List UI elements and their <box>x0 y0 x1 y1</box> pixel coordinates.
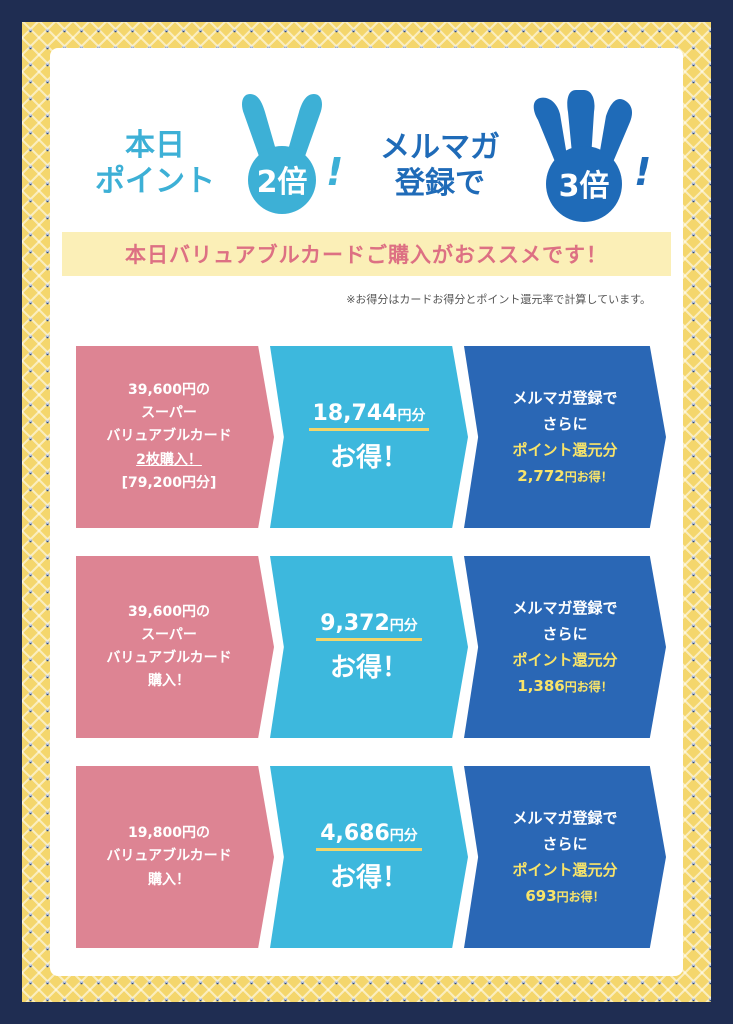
savings-card: 9,372円分 お得！ <box>270 556 468 738</box>
product-name: バリュアブルカード <box>106 848 232 865</box>
product-grade: スーパー <box>141 626 197 643</box>
peace-hand-icon: 2倍 <box>242 94 322 214</box>
bonus-points-label: ポイント還元分 <box>512 861 618 879</box>
bonus-points-label: ポイント還元分 <box>512 441 618 459</box>
newsletter-bonus-card: メルマガ登録で さらに ポイント還元分 693円お得！ <box>464 766 666 948</box>
product-price: 19,800円の <box>127 825 211 842</box>
product-grade: スーパー <box>141 405 197 422</box>
savings-card: 4,686円分 お得！ <box>270 766 468 948</box>
bonus-additional: さらに <box>542 414 588 433</box>
headline-points: ポイント <box>95 164 215 199</box>
bonus-condition: メルマガ登録で <box>512 808 618 827</box>
product-total: [79,200円分] <box>121 474 217 491</box>
savings-label: お得！ <box>329 862 408 893</box>
bonus-amount: 693円お得！ <box>525 887 605 906</box>
bonus-amount: 1,386円お得！ <box>517 677 613 696</box>
newsletter-bonus-card: メルマガ登録で さらに ポイント還元分 1,386円お得！ <box>464 556 666 738</box>
savings-amount: 9,372円分 <box>316 610 422 641</box>
product-price: 39,600円の <box>127 603 211 620</box>
three-fingers-hand-icon: 3倍 <box>533 90 632 222</box>
bonus-points-label: ポイント還元分 <box>512 651 618 669</box>
offer-row: 39,600円の スーパー バリュアブルカード 2枚購入！ [79,200円分]… <box>76 346 666 528</box>
product-name: バリュアブルカード <box>106 428 232 445</box>
bonus-condition: メルマガ登録で <box>512 388 618 407</box>
right-badge-text: 3倍 <box>559 169 610 204</box>
points-headline: 本日 ポイント <box>70 128 240 200</box>
savings-card: 18,744円分 お得！ <box>270 346 468 528</box>
product-name: バリュアブルカード <box>106 650 232 666</box>
product-quantity: 購入！ <box>148 673 190 690</box>
bonus-amount: 2,772円お得！ <box>517 467 613 486</box>
savings-amount: 4,686円分 <box>316 820 422 851</box>
recommend-banner-text: 本日バリュアブルカードご購入がおススメです！ <box>125 243 608 267</box>
left-exclaim: ! <box>326 150 344 194</box>
right-exclaim: ! <box>634 150 652 194</box>
product-card: 39,600円の スーパー バリュアブルカード 2枚購入！ [79,200円分] <box>76 346 274 528</box>
recommend-banner: 本日バリュアブルカードご購入がおススメです！ <box>62 232 671 276</box>
savings-label: お得！ <box>329 442 408 473</box>
left-badge-text: 2倍 <box>257 165 308 200</box>
headline-newsletter: メルマガ <box>380 130 500 165</box>
product-card: 19,800円の バリュアブルカード 購入！ <box>76 766 274 948</box>
product-quantity: 購入！ <box>148 871 190 888</box>
product-card: 39,600円の スーパー バリュアブルカード 購入！ <box>76 556 274 738</box>
headline-register: 登録で <box>395 166 485 201</box>
bonus-additional: さらに <box>542 834 588 853</box>
savings-label: お得！ <box>329 652 408 683</box>
newsletter-bonus-card: メルマガ登録で さらに ポイント還元分 2,772円お得！ <box>464 346 666 528</box>
calculation-note: ※お得分はカードお得分とポイント還元率で計算しています。 <box>346 293 651 306</box>
offer-row: 39,600円の スーパー バリュアブルカード 購入！ 9,372円分 お得！ … <box>76 556 666 738</box>
product-price: 39,600円の <box>127 382 211 399</box>
headline-today: 本日 <box>125 128 185 163</box>
bonus-condition: メルマガ登録で <box>512 598 618 617</box>
newsletter-headline: メルマガ 登録で <box>352 130 528 202</box>
bonus-additional: さらに <box>542 624 588 643</box>
product-quantity: 2枚購入！ <box>136 451 202 468</box>
savings-amount: 18,744円分 <box>308 400 430 431</box>
offer-row: 19,800円の バリュアブルカード 購入！ 4,686円分 お得！ メルマガ登… <box>76 766 666 948</box>
